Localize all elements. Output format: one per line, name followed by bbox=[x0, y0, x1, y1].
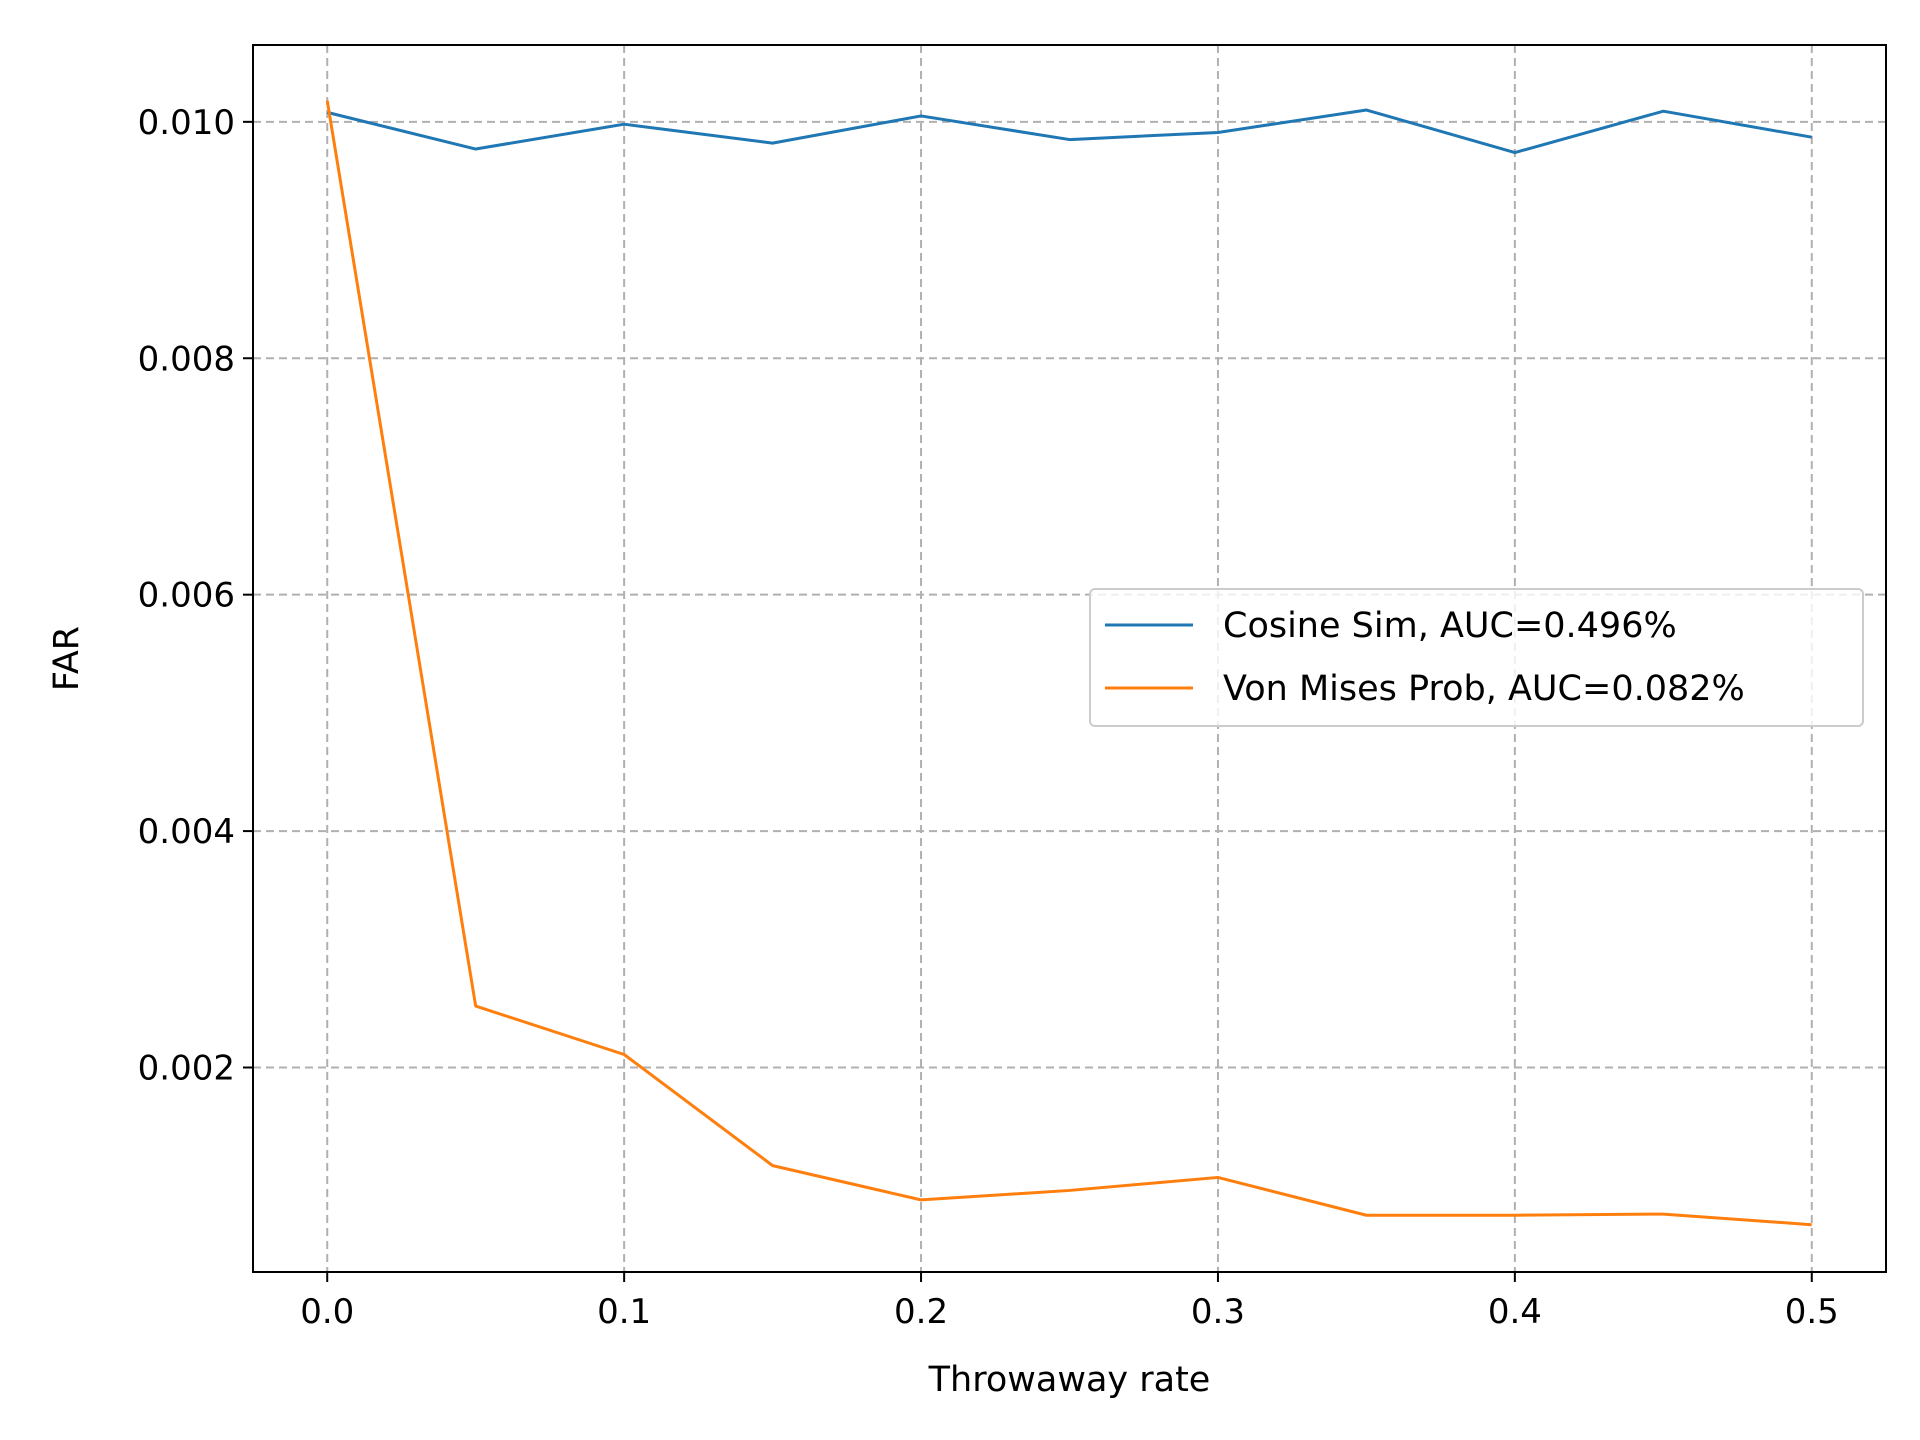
x-axis-ticks: 0.0 0.1 0.2 0.3 0.4 0.5 bbox=[300, 1272, 1839, 1332]
series-line-0 bbox=[326, 108, 1813, 155]
y-axis-label: FAR bbox=[47, 626, 87, 691]
y-tick-label: 0.006 bbox=[138, 576, 235, 616]
legend: Cosine Sim, AUC=0.496% Von Mises Prob, A… bbox=[1089, 588, 1864, 727]
series-line-1 bbox=[325, 100, 1812, 1227]
legend-label-von-mises-prob: Von Mises Prob, AUC=0.082% bbox=[1223, 669, 1745, 709]
legend-label-cosine-sim: Cosine Sim, AUC=0.496% bbox=[1223, 606, 1677, 646]
y-tick-label: 0.010 bbox=[138, 103, 235, 143]
x-axis-label: Throwaway rate bbox=[928, 1360, 1211, 1400]
x-tick-label: 0.3 bbox=[1191, 1292, 1245, 1332]
x-tick-label: 0.2 bbox=[894, 1292, 948, 1332]
x-tick-label: 0.0 bbox=[300, 1292, 354, 1332]
y-axis-ticks: 0.002 0.004 0.006 0.008 0.010 bbox=[138, 103, 253, 1089]
series-lines bbox=[325, 100, 1813, 1227]
plot-frame bbox=[252, 44, 1887, 1273]
y-tick-label: 0.004 bbox=[138, 812, 235, 852]
x-tick-label: 0.4 bbox=[1488, 1292, 1542, 1332]
x-tick-label: 0.1 bbox=[597, 1292, 651, 1332]
y-tick-label: 0.008 bbox=[138, 339, 235, 379]
legend-box bbox=[1089, 588, 1864, 727]
y-tick-label: 0.002 bbox=[138, 1049, 235, 1089]
x-tick-label: 0.5 bbox=[1785, 1292, 1839, 1332]
